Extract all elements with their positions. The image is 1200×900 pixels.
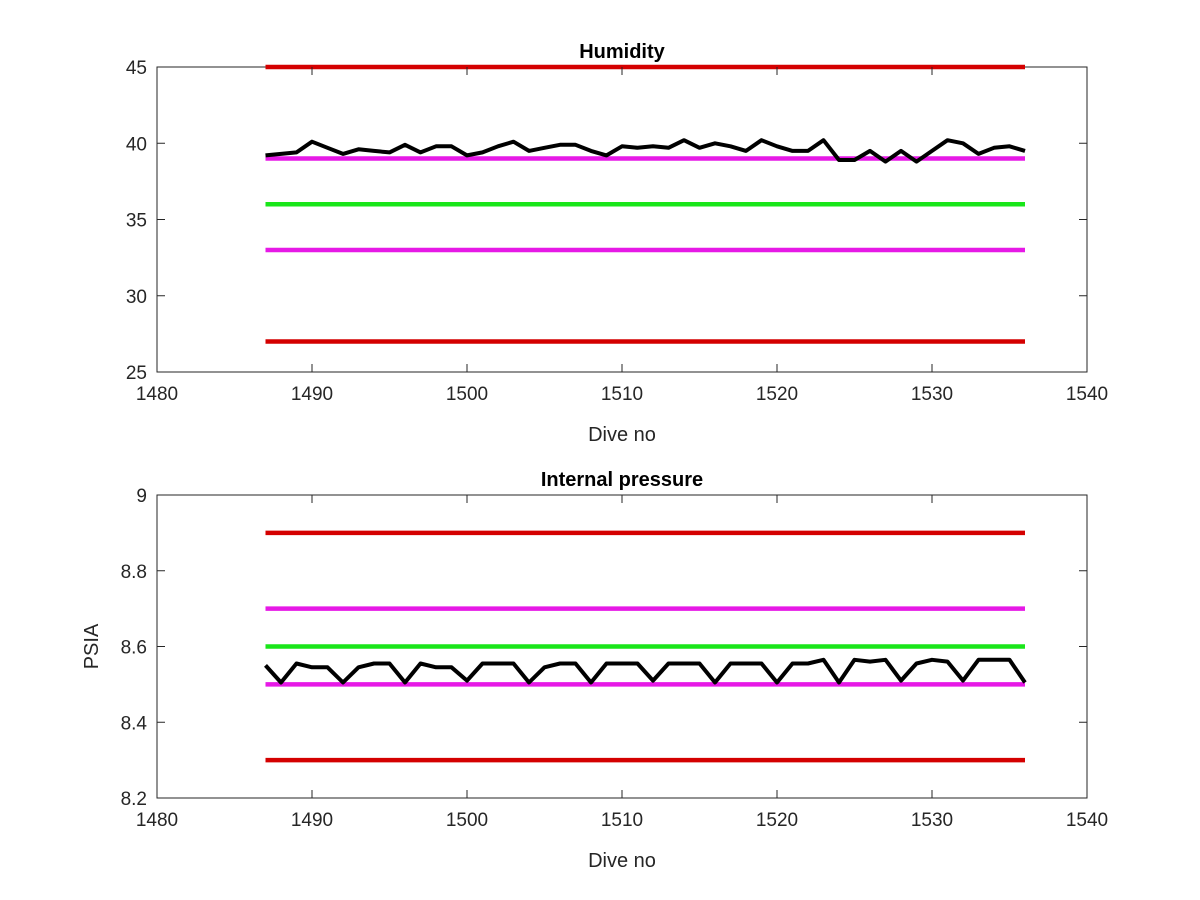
x-tick-label: 1530 — [911, 384, 953, 405]
data-series-line — [265, 138, 1026, 164]
y-tick-label: 8.6 — [121, 638, 147, 659]
y-axis-label: PSIA — [81, 623, 103, 669]
chart-title: Humidity — [579, 41, 665, 63]
y-tick-label: 40 — [126, 134, 147, 155]
x-tick-label: 1510 — [601, 384, 643, 405]
chart-title: Internal pressure — [541, 469, 703, 491]
x-tick-label: 1510 — [601, 810, 643, 831]
internal-pressure-chart: 1480 1490 1500 1510 1520 1530 1540 8.2 8.4 8.6 8.8… — [81, 469, 1108, 872]
x-tick-label: 1500 — [446, 810, 488, 831]
humidity-chart: 1480 1490 1500 1510 1520 1530 1540 25 30 35 40 45 Hu… — [126, 41, 1108, 446]
x-tick-label: 1540 — [1066, 384, 1108, 405]
x-tick-label: 1540 — [1066, 810, 1108, 831]
y-tick-label: 8.4 — [121, 713, 148, 734]
y-tick-label: 30 — [126, 287, 147, 308]
y-tick-label: 45 — [126, 58, 147, 79]
y-tick-label: 25 — [126, 363, 147, 384]
y-tick-label: 35 — [126, 211, 147, 232]
axes-box — [156, 66, 1088, 373]
x-tick-label: 1490 — [291, 810, 333, 831]
y-tick-label: 8.2 — [121, 789, 147, 810]
x-tick-label: 1490 — [291, 384, 333, 405]
x-tick-label: 1520 — [756, 810, 798, 831]
x-tick-label: 1480 — [136, 384, 178, 405]
x-tick-label: 1500 — [446, 384, 488, 405]
data-series-line — [264, 657, 1027, 685]
x-tick-label: 1530 — [911, 810, 953, 831]
x-tick-label: 1480 — [136, 810, 178, 831]
x-tick-label: 1520 — [756, 384, 798, 405]
x-axis-label: Dive no — [588, 424, 656, 446]
x-axis-label: Dive no — [588, 850, 656, 872]
y-tick-label: 8.8 — [121, 562, 147, 583]
y-tick-label: 9 — [136, 486, 147, 507]
